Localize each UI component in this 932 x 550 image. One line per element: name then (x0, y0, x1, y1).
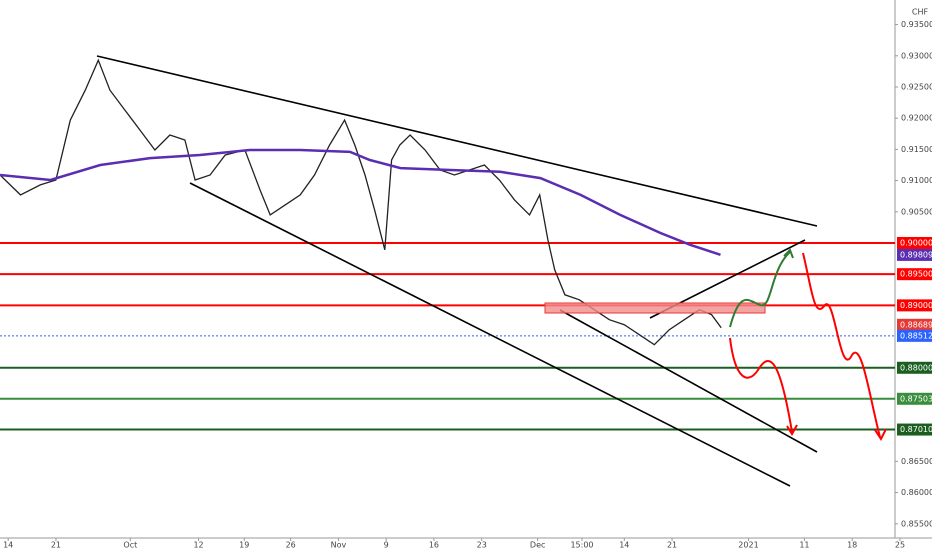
trendline (96, 55, 818, 227)
arrow-head (783, 248, 794, 259)
y-tick-label: 0.91500 (901, 145, 932, 154)
level-label: 0.89500 (900, 270, 932, 279)
level-label: 0.88000 (900, 363, 932, 372)
x-tick-label: 11 (799, 541, 809, 550)
drawings (96, 55, 887, 487)
level-tag (897, 361, 932, 374)
y-tick-label: 0.86500 (901, 457, 932, 466)
x-tick-label: 12 (193, 541, 203, 550)
x-tick-label: 26 (286, 541, 296, 550)
level-label: 0.87503 (900, 394, 932, 403)
x-tick-label: 14 (619, 541, 629, 550)
x-tick-label: 15:00 (570, 541, 593, 550)
forecast-down (802, 252, 881, 438)
x-tick-label: 18 (847, 541, 857, 550)
price-tag (897, 318, 932, 331)
x-tick-label: 21 (51, 541, 61, 550)
x-tick-label: 21 (667, 541, 677, 550)
y-tick-label: 0.92000 (901, 114, 932, 123)
level-tag (897, 299, 932, 312)
x-tick-label: 9 (384, 541, 389, 550)
x-tick-label: Oct (123, 541, 137, 550)
level-tag (897, 392, 932, 405)
trendline (559, 309, 818, 453)
x-tick-label: 23 (477, 541, 487, 550)
x-tick-label: 2021 (738, 541, 758, 550)
price-tag (897, 248, 932, 261)
price-line (0, 148, 721, 256)
level-tag (897, 423, 932, 436)
y-tick-label: 0.91000 (901, 176, 932, 185)
price-tag-label: 0.88689 (900, 320, 932, 329)
price-tag-label: 0.88512 (900, 331, 932, 340)
y-tick-label: 0.86000 (901, 488, 932, 497)
level-label: 0.89000 (900, 301, 932, 310)
x-tick-label: Nov (331, 541, 347, 550)
y-tick-label: 0.93000 (901, 51, 932, 60)
x-tick-label: Dec (530, 541, 545, 550)
levels (0, 241, 895, 431)
x-tick-label: 14 (3, 541, 13, 550)
forecast-down (729, 337, 793, 433)
zone (544, 302, 766, 314)
price-tag (897, 329, 932, 342)
trendline (189, 182, 791, 487)
forecast-up (729, 251, 791, 328)
currency: CHF (912, 8, 929, 17)
y-tick-label: 0.92500 (901, 82, 932, 91)
y-tick-label: 0.93500 (901, 20, 932, 29)
level-tag (897, 236, 932, 249)
arrow-head (786, 424, 798, 436)
x-tick-label: 19 (239, 541, 249, 550)
arrow-head (874, 428, 887, 441)
level-label: 0.90000 (900, 238, 932, 247)
y-tick-label: 0.85500 (901, 519, 932, 528)
x-tick-label: 25 (895, 541, 905, 550)
y-tick-label: 0.90500 (901, 207, 932, 216)
level-label: 0.87010 (900, 425, 932, 434)
price-tag-label: 0.89809 (900, 250, 932, 259)
x-tick-label: 16 (429, 541, 439, 550)
level-tag (897, 268, 932, 281)
